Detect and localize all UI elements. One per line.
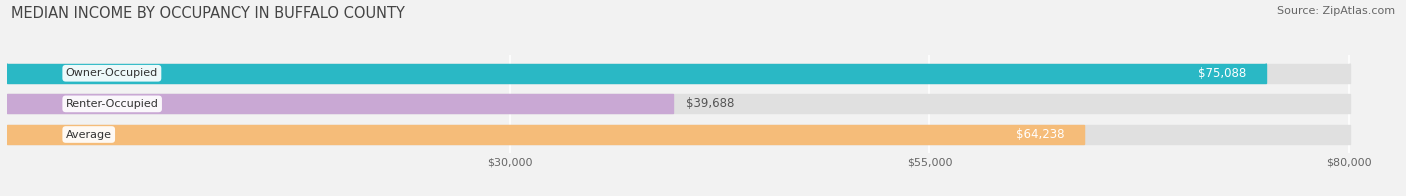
Bar — [7, 94, 1350, 113]
Bar — [7, 125, 1084, 144]
Text: Source: ZipAtlas.com: Source: ZipAtlas.com — [1277, 6, 1395, 16]
Bar — [7, 94, 672, 113]
Text: MEDIAN INCOME BY OCCUPANCY IN BUFFALO COUNTY: MEDIAN INCOME BY OCCUPANCY IN BUFFALO CO… — [11, 6, 405, 21]
Text: $75,088: $75,088 — [1198, 67, 1246, 80]
Bar — [7, 64, 1350, 83]
Bar — [7, 125, 1350, 144]
Bar — [7, 64, 1267, 83]
Text: Renter-Occupied: Renter-Occupied — [66, 99, 159, 109]
Text: $64,238: $64,238 — [1015, 128, 1064, 141]
Text: Owner-Occupied: Owner-Occupied — [66, 68, 157, 78]
Text: Average: Average — [66, 130, 111, 140]
Text: $39,688: $39,688 — [686, 97, 734, 110]
